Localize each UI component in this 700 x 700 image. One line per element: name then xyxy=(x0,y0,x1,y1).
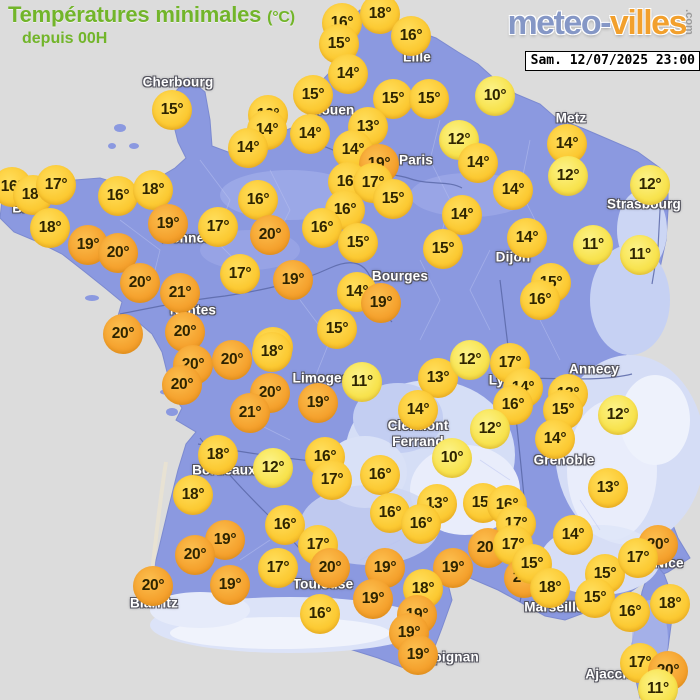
city-label-limoges: Limoges xyxy=(292,370,350,386)
temp-bubble: 19° xyxy=(353,579,393,619)
temp-bubble: 16° xyxy=(610,592,650,632)
temp-bubble: 15° xyxy=(575,578,615,618)
temp-bubble: 14° xyxy=(535,419,575,459)
temp-bubble: 14° xyxy=(290,114,330,154)
temp-bubble: 19° xyxy=(68,225,108,265)
temp-bubble: 15° xyxy=(319,24,359,64)
temp-bubble: 17° xyxy=(618,538,658,578)
temp-bubble: 15° xyxy=(373,79,413,119)
temp-bubble: 16° xyxy=(98,176,138,216)
temp-bubble: 14° xyxy=(493,170,533,210)
temp-bubble: 16° xyxy=(360,455,400,495)
temp-bubble: 15° xyxy=(512,544,552,584)
temp-bubble: 18° xyxy=(650,584,690,624)
logo-part-orange: villes xyxy=(609,4,688,42)
temp-bubble: 15° xyxy=(373,179,413,219)
temp-bubble: 14° xyxy=(553,515,593,555)
temp-bubble: 19° xyxy=(398,635,438,675)
temp-bubble: 11° xyxy=(342,362,382,402)
temp-bubble: 15° xyxy=(317,309,357,349)
temp-bubble: 13° xyxy=(588,468,628,508)
temp-bubble: 16° xyxy=(302,208,342,248)
page-subtitle: depuis 00H xyxy=(22,30,108,47)
temp-bubble: 18° xyxy=(252,332,292,372)
temp-bubble: 16° xyxy=(238,180,278,220)
temp-bubble: 18° xyxy=(133,170,173,210)
temp-bubble: 12° xyxy=(470,409,510,449)
temp-bubble: 18° xyxy=(530,568,570,608)
logo-part-blue: meteo- xyxy=(507,4,611,42)
temp-bubble: 14° xyxy=(328,54,368,94)
temp-bubble: 17° xyxy=(220,254,260,294)
temp-bubble: 20° xyxy=(175,535,215,575)
page-title-unit: (°C) xyxy=(267,9,295,26)
temp-bubble: 18° xyxy=(30,208,70,248)
temp-bubble: 20° xyxy=(133,566,173,606)
temp-bubble: 16° xyxy=(520,280,560,320)
page-title-text: Températures minimales xyxy=(8,2,262,27)
temp-bubble: 19° xyxy=(148,204,188,244)
temp-bubble: 11° xyxy=(620,235,660,275)
temp-bubble: 12° xyxy=(450,340,490,380)
temp-bubble: 15° xyxy=(409,79,449,119)
temp-bubble: 12° xyxy=(253,448,293,488)
city-label-paris: Paris xyxy=(398,152,434,168)
city-label-metz: Metz xyxy=(555,110,587,126)
temp-bubble: 14° xyxy=(442,195,482,235)
temp-bubble: 14° xyxy=(507,218,547,258)
temp-bubble: 14° xyxy=(547,124,587,164)
temp-bubble: 16° xyxy=(401,504,441,544)
temp-bubble: 12° xyxy=(548,156,588,196)
city-label-cherbourg: Cherbourg xyxy=(142,74,214,90)
city-label-bourges: Bourges xyxy=(371,268,429,284)
temp-bubble: 10° xyxy=(475,76,515,116)
temp-bubble: 15° xyxy=(423,229,463,269)
temp-bubble: 17° xyxy=(198,207,238,247)
temp-bubble: 14° xyxy=(398,390,438,430)
temp-bubble: 20° xyxy=(103,314,143,354)
temp-bubble: 14° xyxy=(458,143,498,183)
temp-bubble: 12° xyxy=(598,395,638,435)
meteo-villes-logo[interactable]: meteo-villes .com xyxy=(507,4,695,43)
temp-bubble: 15° xyxy=(338,223,378,263)
temp-bubble: 16° xyxy=(391,16,431,56)
temp-bubble: 17° xyxy=(258,548,298,588)
temp-bubble: 17° xyxy=(36,165,76,205)
temp-bubble: 15° xyxy=(293,75,333,115)
temp-bubble: 11° xyxy=(638,669,678,700)
temp-bubble: 21° xyxy=(160,273,200,313)
temp-bubble: 19° xyxy=(298,383,338,423)
temp-bubble: 10° xyxy=(432,438,472,478)
temp-bubble: 14° xyxy=(228,128,268,168)
temp-bubble: 12° xyxy=(630,165,670,205)
city-label-annecy: Annecy xyxy=(569,361,619,377)
temp-bubble: 20° xyxy=(310,548,350,588)
temp-bubble: 18° xyxy=(198,435,238,475)
temp-bubble: 19° xyxy=(273,260,313,300)
temp-bubble: 20° xyxy=(162,365,202,405)
datetime-stamp: Sam. 12/07/2025 23:00 xyxy=(524,51,700,71)
logo-tld: .com xyxy=(683,9,696,35)
temp-bubble: 19° xyxy=(210,565,250,605)
temp-bubble: 15° xyxy=(152,90,192,130)
temp-bubble: 17° xyxy=(312,460,352,500)
temp-bubble: 20° xyxy=(120,263,160,303)
temp-bubble: 20° xyxy=(212,340,252,380)
temp-bubble: 16° xyxy=(300,594,340,634)
page-title: Températures minimales (°C) xyxy=(8,2,295,28)
temp-bubble: 21° xyxy=(230,393,270,433)
temp-bubble: 20° xyxy=(250,215,290,255)
temp-bubble: 19° xyxy=(361,283,401,323)
temp-bubble: 18° xyxy=(173,475,213,515)
temp-bubble: 11° xyxy=(573,225,613,265)
